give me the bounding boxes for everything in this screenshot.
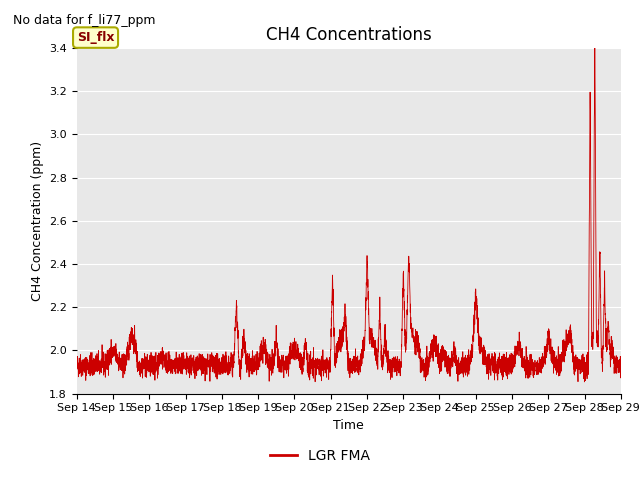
- Text: No data for f_li77_ppm: No data for f_li77_ppm: [13, 14, 156, 27]
- Title: CH4 Concentrations: CH4 Concentrations: [266, 25, 431, 44]
- X-axis label: Time: Time: [333, 419, 364, 432]
- Text: SI_flx: SI_flx: [77, 31, 115, 44]
- Legend: LGR FMA: LGR FMA: [264, 443, 376, 468]
- Y-axis label: CH4 Concentration (ppm): CH4 Concentration (ppm): [31, 141, 44, 301]
